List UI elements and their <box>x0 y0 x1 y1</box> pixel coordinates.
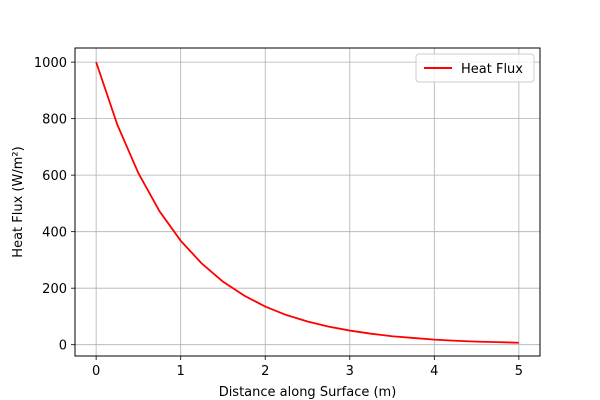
legend-label-heat-flux: Heat Flux <box>461 62 523 77</box>
x-tick-label: 4 <box>430 364 438 379</box>
x-tick-label: 1 <box>177 364 185 379</box>
ticks: 0 1 2 3 4 5 0 200 400 600 800 1000 <box>34 56 523 379</box>
legend: Heat Flux <box>415 53 535 83</box>
legend-box <box>415 53 535 83</box>
x-axis-label: Distance along Surface (m) <box>219 385 397 400</box>
x-tick-label: 3 <box>346 364 354 379</box>
grid <box>75 48 540 356</box>
x-tick-label: 2 <box>261 364 269 379</box>
y-tick-label: 800 <box>42 113 67 128</box>
y-tick-label: 200 <box>42 282 67 297</box>
x-tick-label: 0 <box>92 364 100 379</box>
y-tick-label: 0 <box>59 339 67 354</box>
y-tick-label: 400 <box>42 226 67 241</box>
y-tick-label: 600 <box>42 169 67 184</box>
x-tick-label: 5 <box>515 364 523 379</box>
y-tick-label: 1000 <box>34 56 67 71</box>
series-layer <box>95 61 519 344</box>
plot-frame <box>74 47 541 357</box>
series-line-heat-flux <box>95 61 519 344</box>
y-axis-label: Heat Flux (W/m²) <box>11 146 26 257</box>
